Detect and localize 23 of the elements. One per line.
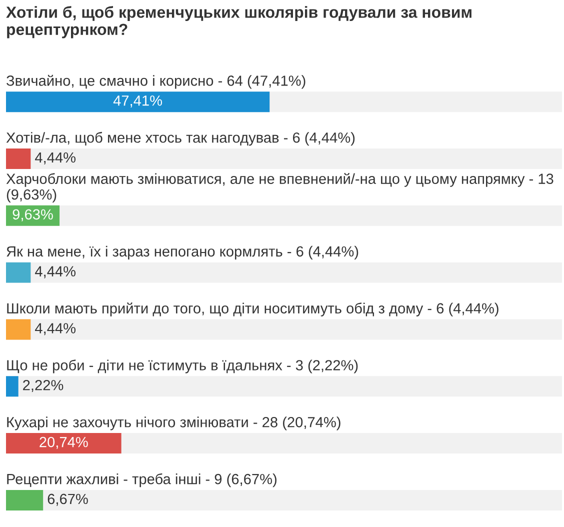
bar	[6, 490, 44, 510]
y-tick-label: Рецепти жахливі - треба інші - 9 (6,67%)	[7, 473, 276, 488]
data-label: 2,22%	[23, 380, 64, 392]
data-label: 20,74%	[40, 436, 88, 449]
bar	[6, 148, 31, 169]
data-label: 4,44%	[35, 323, 76, 336]
y-tick-label: Школи мають прийти до того, що діти носитимуть обід з дому - 6 (4,44%)	[7, 302, 498, 316]
data-label: 6,67%	[48, 494, 88, 506]
chart-title: Хотіли б, щоб кременчуцьких школярів годували за новим рецептурнком?	[6, 6, 472, 38]
bar	[6, 376, 18, 397]
y-tick-label: Харчоблоки мають змінюватися, але не впевнений/-на що у цьому напрямку - 13 (9,63%)	[6, 173, 554, 203]
y-tick-label: Як на мене, їх і зараз непогано кормлять - 6 (4,44%)	[6, 246, 358, 260]
y-tick-label: Звичайно, це смачно і корисно - 64 (47,41%)	[6, 74, 306, 89]
bar	[6, 319, 31, 340]
data-label: 4,44%	[35, 152, 76, 164]
y-tick-label: Хотів/-ла, щоб мене хтось так нагодував - 6 (4,44%)	[6, 132, 355, 146]
data-label: 47,41%	[113, 95, 162, 108]
bar	[6, 262, 31, 283]
y-tick-label: Кухарі не захочуть нічого змінювати - 28 (20,74%)	[7, 416, 340, 430]
y-tick-label: Що не роби - діти не їстимуть в їдальнях - 3 (2,22%)	[7, 360, 358, 374]
data-label: 4,44%	[35, 266, 76, 278]
bar	[6, 433, 122, 454]
data-label: 9,63%	[12, 209, 53, 222]
